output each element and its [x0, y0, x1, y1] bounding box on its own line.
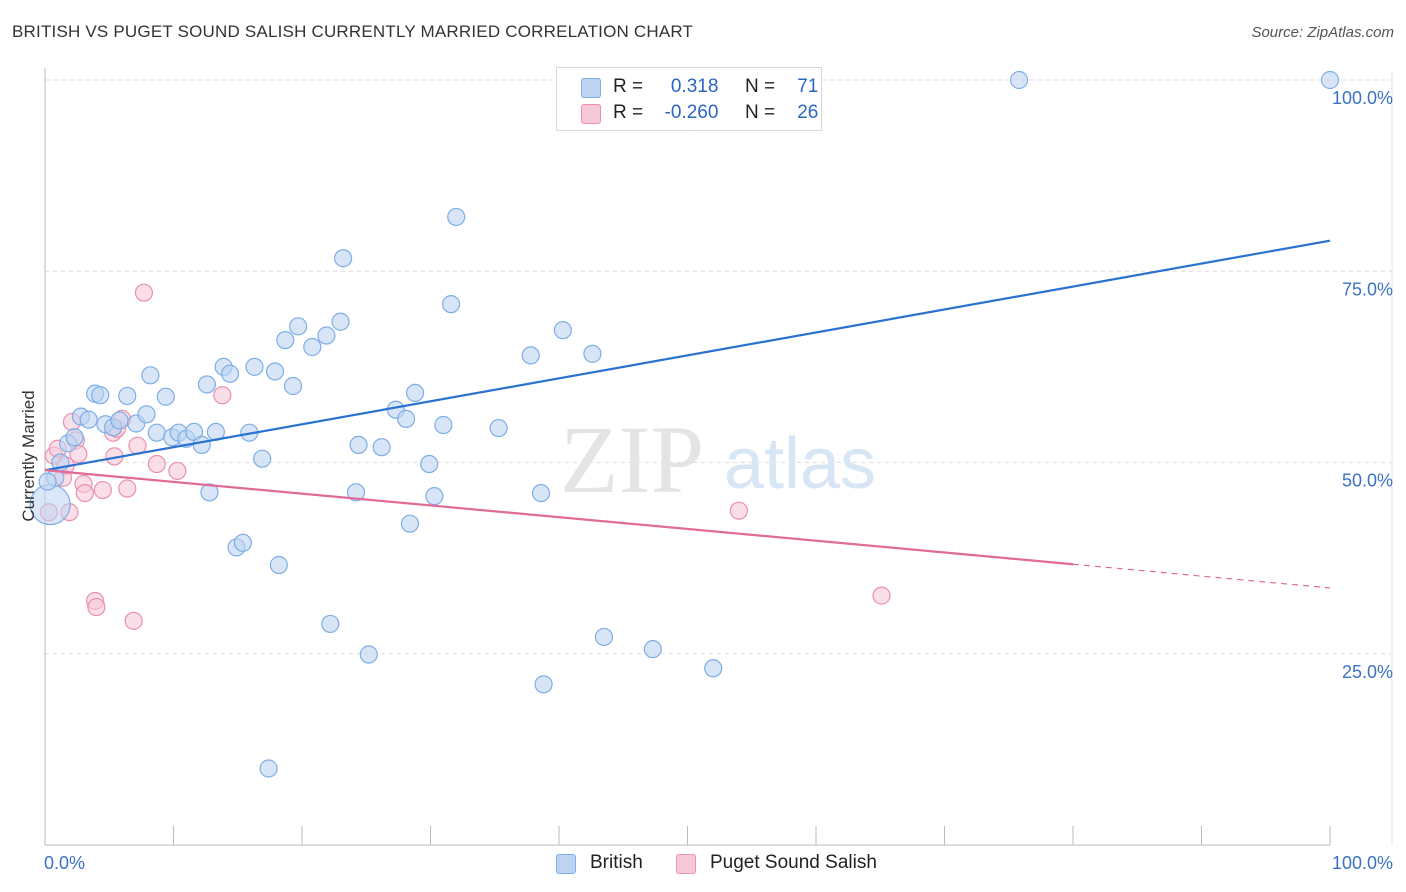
british-point: [434, 415, 453, 435]
british-point: [276, 331, 295, 350]
trend-lines: [44, 239, 1331, 589]
puget-sound-salish-point: [168, 461, 187, 481]
r-value: -0.260: [664, 102, 719, 123]
n-value: 71: [797, 76, 819, 97]
british-point: [147, 423, 166, 442]
chart-source: Source: ZipAtlas.com: [1251, 24, 1394, 41]
tick-labels: 25.0% 50.0% 75.0% 100.0% 0.0% 100.0%: [44, 88, 1393, 873]
y-tick-label: 50.0%: [1342, 471, 1393, 491]
british-point: [531, 484, 551, 503]
british-point: [156, 387, 175, 406]
british-point: [400, 514, 420, 533]
british-points: [29, 70, 1340, 778]
british-point: [321, 614, 340, 634]
british-point: [396, 409, 416, 428]
y-tick-label: 100.0%: [1332, 88, 1393, 108]
british-point: [583, 344, 602, 363]
british-point: [331, 312, 350, 331]
british-point: [197, 375, 217, 394]
british-point: [110, 411, 129, 430]
british-point: [1320, 70, 1340, 90]
british-point: [441, 295, 461, 314]
british-point: [425, 487, 444, 506]
british-point: [405, 383, 425, 402]
puget-sound-salish-point: [124, 611, 143, 630]
legend-stats: R = 0.318 N = 71 R = -0.260 N = 26: [556, 67, 822, 131]
british-point: [233, 533, 252, 552]
british-point: [38, 472, 57, 491]
r-value: 0.318: [670, 76, 719, 97]
y-tick-label: 75.0%: [1342, 279, 1393, 299]
british-trend-line: [44, 239, 1331, 472]
puget-swatch: [676, 854, 696, 874]
british-point: [269, 555, 288, 575]
puget-sound-salish-point: [147, 454, 166, 474]
n-label: N =: [744, 102, 776, 123]
british-point: [447, 207, 466, 227]
puget-swatch: [581, 104, 601, 124]
british-point: [534, 675, 553, 694]
british-point: [265, 362, 285, 381]
british-point: [200, 483, 219, 502]
puget-sound-salish-point: [729, 501, 749, 520]
british-point: [137, 405, 156, 424]
british-point: [489, 418, 508, 438]
british-point: [141, 366, 160, 385]
british-point: [253, 449, 272, 468]
chart-title: BRITISH VS PUGET SOUND SALISH CURRENTLY …: [12, 22, 694, 41]
british-point: [359, 645, 378, 664]
x-tick-label: 100.0%: [1332, 853, 1393, 873]
grid-lines: [45, 72, 1393, 845]
british-point: [65, 428, 84, 447]
british-point: [303, 337, 322, 357]
british-point: [594, 627, 614, 647]
british-point: [259, 759, 278, 778]
british-point: [334, 249, 353, 268]
r-label: R =: [613, 102, 644, 123]
watermark-atlas: atlas: [724, 424, 876, 504]
british-point: [79, 410, 98, 429]
british-point: [220, 364, 240, 383]
british-point: [704, 659, 723, 678]
british-point: [372, 438, 391, 457]
british-point: [346, 483, 366, 502]
british-point: [317, 326, 336, 345]
watermark: ZIP atlas: [560, 406, 876, 513]
y-axis-label: Currently Married: [19, 390, 38, 521]
watermark-zip: ZIP: [560, 406, 704, 513]
n-label: N =: [744, 76, 776, 97]
legend-label: British: [590, 852, 643, 873]
british-swatch: [581, 78, 601, 98]
british-point: [643, 640, 662, 659]
british-point: [118, 386, 137, 406]
british-point: [245, 357, 264, 376]
british-point: [289, 317, 308, 336]
british-point: [283, 376, 303, 396]
y-tick-label: 25.0%: [1342, 662, 1393, 682]
british-point: [553, 321, 572, 340]
puget-sound-salish-point: [213, 386, 232, 405]
r-label: R =: [613, 76, 644, 97]
british-point: [1009, 70, 1029, 90]
puget-sound-salish-trend-line: [44, 469, 1074, 566]
puget-sound-salish-point: [87, 597, 106, 617]
puget-sound-salish-point: [118, 479, 137, 498]
british-point: [349, 435, 368, 455]
british-point: [91, 386, 110, 405]
british-point: [192, 435, 211, 455]
puget-sound-salish-point: [872, 586, 891, 605]
puget-sound-salish-trend-extension: [1072, 563, 1331, 589]
british-swatch: [556, 854, 576, 874]
puget-sound-salish-point: [134, 283, 154, 302]
british-point: [420, 454, 439, 474]
n-value: 26: [797, 102, 819, 123]
legend-label: Puget Sound Salish: [710, 852, 877, 873]
british-point: [521, 346, 540, 365]
puget-sound-salish-point: [93, 480, 112, 500]
puget-sound-salish-point: [75, 484, 94, 503]
x-tick-label: 0.0%: [44, 853, 85, 873]
